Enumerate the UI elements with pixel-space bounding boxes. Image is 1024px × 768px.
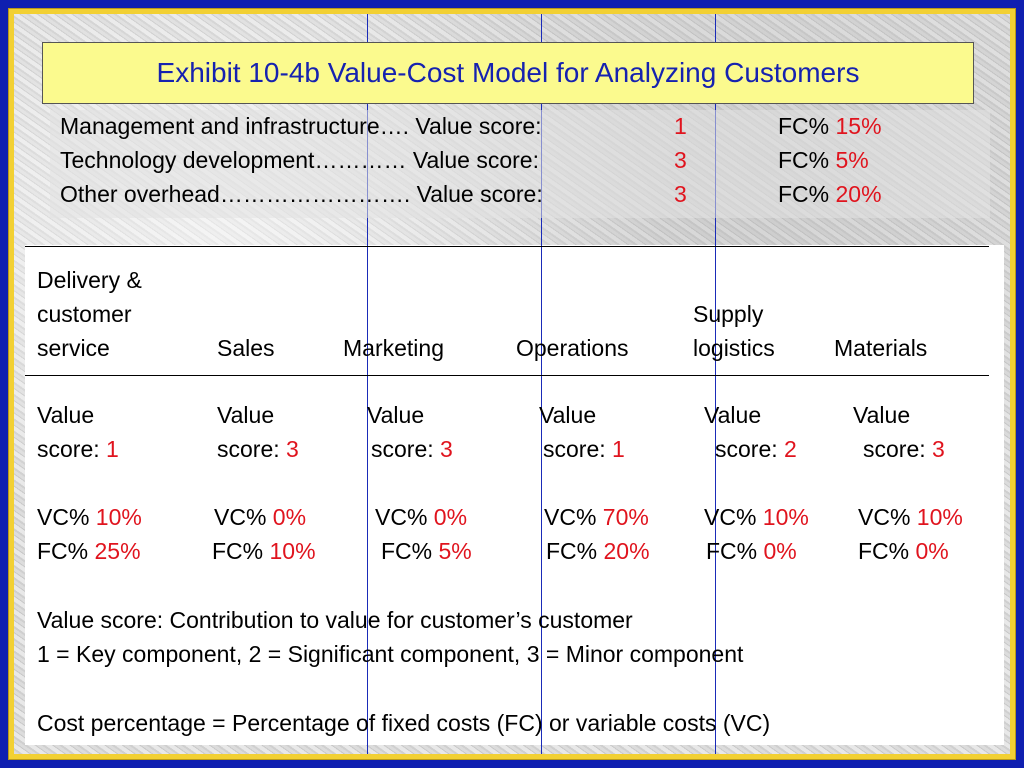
value-label: Value [853, 402, 911, 428]
overhead-score: 1 [674, 113, 687, 139]
fc-cell: FC% 20% [546, 534, 650, 568]
fc-value: 15% [835, 113, 882, 139]
fc-label: FC% [381, 538, 433, 564]
score-label: score: [371, 436, 434, 462]
fc-label: FC% [706, 538, 758, 564]
vc-cell: VC% 10% [704, 500, 809, 534]
overhead-fc: FC% 20% [778, 181, 882, 208]
vc-cell: VC% 0% [214, 500, 306, 534]
vc-value: 0% [433, 504, 468, 530]
score-label: score: [863, 436, 926, 462]
fc-cell: FC% 0% [858, 534, 949, 568]
header-supply-logistics: logistics [693, 335, 775, 361]
value-label: Value [539, 402, 597, 428]
score-cell: score: 3 [217, 432, 299, 466]
column-guide-line [541, 245, 542, 745]
vc-cell: VC% 70% [544, 500, 649, 534]
note-cost-percentage: Cost percentage = Percentage of fixed co… [37, 710, 771, 736]
note-value-score: Value score: Contribution to value for c… [37, 607, 633, 633]
column-guide-line [715, 245, 716, 745]
header-sales: Sales [217, 335, 275, 361]
score-cell: score: 1 [543, 432, 625, 466]
slide-title: Exhibit 10-4b Value-Cost Model for Analy… [42, 42, 974, 104]
fc-value: 5% [438, 538, 472, 564]
overhead-fc: FC% 15% [778, 113, 882, 140]
fc-cell: FC% 25% [37, 534, 141, 568]
fc-label: FC% [858, 538, 910, 564]
score-value: 2 [784, 436, 797, 462]
header-delivery: service [37, 335, 110, 361]
header-supply-logistics: Supply [693, 301, 764, 327]
fc-label: FC% [778, 147, 830, 173]
vc-value: 10% [916, 504, 963, 530]
fc-label: FC% [778, 113, 830, 139]
score-value: 3 [440, 436, 453, 462]
score-value: 1 [106, 436, 119, 462]
overhead-panel [50, 110, 990, 218]
value-label: Value [704, 402, 762, 428]
vc-label: VC% [858, 504, 911, 530]
score-cell: score: 1 [37, 432, 119, 466]
vc-cell: VC% 10% [858, 500, 963, 534]
overhead-score: 3 [674, 181, 687, 207]
score-value: 1 [612, 436, 625, 462]
vc-cell: VC% 10% [37, 500, 142, 534]
score-label: score: [715, 436, 778, 462]
vc-value: 0% [272, 504, 307, 530]
value-label: Value [37, 402, 95, 428]
score-cell: score: 3 [863, 432, 945, 466]
score-label: score: [217, 436, 280, 462]
vc-label: VC% [37, 504, 90, 530]
score-label: score: [543, 436, 606, 462]
vc-label: VC% [704, 504, 757, 530]
fc-value: 20% [603, 538, 650, 564]
overhead-label: Other overhead……………………. Value score: [60, 181, 543, 207]
fc-label: FC% [212, 538, 264, 564]
fc-label: FC% [778, 181, 830, 207]
vc-cell: VC% 0% [375, 500, 467, 534]
vc-label: VC% [375, 504, 428, 530]
fc-label: FC% [546, 538, 598, 564]
vc-label: VC% [544, 504, 597, 530]
fc-value: 5% [835, 147, 869, 173]
score-value: 3 [286, 436, 299, 462]
divider [25, 246, 989, 247]
fc-value: 25% [94, 538, 141, 564]
activity-table-panel [25, 245, 1004, 745]
divider [25, 375, 989, 376]
vc-value: 70% [602, 504, 649, 530]
overhead-label: Technology development………… Value score: [60, 147, 539, 173]
note-score-legend: 1 = Key component, 2 = Significant compo… [37, 641, 744, 667]
fc-value: 0% [915, 538, 949, 564]
vc-value: 10% [95, 504, 142, 530]
score-label: score: [37, 436, 100, 462]
overhead-score: 3 [674, 147, 687, 173]
fc-cell: FC% 5% [381, 534, 472, 568]
fc-cell: FC% 0% [706, 534, 797, 568]
header-materials: Materials [834, 335, 928, 361]
score-cell: score: 3 [371, 432, 453, 466]
fc-cell: FC% 10% [212, 534, 316, 568]
header-delivery: Delivery & [37, 267, 142, 293]
overhead-label: Management and infrastructure…. Value sc… [60, 113, 542, 139]
header-delivery: customer [37, 301, 132, 327]
overhead-fc: FC% 5% [778, 147, 869, 174]
vc-label: VC% [214, 504, 267, 530]
fc-value: 20% [835, 181, 882, 207]
column-guide-line [367, 245, 368, 745]
value-label: Value [217, 402, 275, 428]
header-operations: Operations [516, 335, 629, 361]
fc-value: 0% [763, 538, 797, 564]
header-marketing: Marketing [343, 335, 444, 361]
fc-label: FC% [37, 538, 89, 564]
vc-value: 10% [762, 504, 809, 530]
score-cell: score: 2 [715, 432, 797, 466]
score-value: 3 [932, 436, 945, 462]
fc-value: 10% [269, 538, 316, 564]
value-label: Value [367, 402, 425, 428]
